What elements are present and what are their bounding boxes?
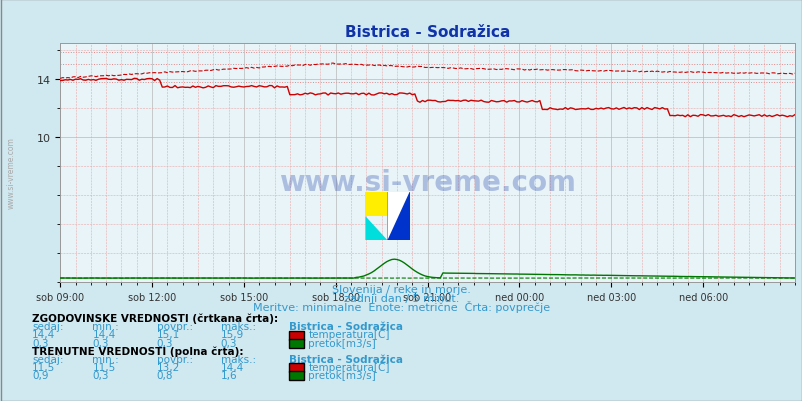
Text: maks.:: maks.:: [221, 354, 256, 364]
Text: 0,3: 0,3: [32, 338, 49, 348]
Text: 11,5: 11,5: [32, 362, 55, 372]
Text: Bistrica - Sodražica: Bistrica - Sodražica: [289, 322, 403, 332]
Text: 0,3: 0,3: [221, 338, 237, 348]
Text: sedaj:: sedaj:: [32, 322, 63, 332]
Text: 0,9: 0,9: [32, 370, 49, 380]
Text: TRENUTNE VREDNOSTI (polna črta):: TRENUTNE VREDNOSTI (polna črta):: [32, 345, 243, 356]
Text: sedaj:: sedaj:: [32, 354, 63, 364]
Text: www.si-vreme.com: www.si-vreme.com: [6, 137, 15, 208]
Text: ZGODOVINSKE VREDNOSTI (črtkana črta):: ZGODOVINSKE VREDNOSTI (črtkana črta):: [32, 312, 278, 323]
Text: 1,6: 1,6: [221, 370, 237, 380]
Text: www.si-vreme.com: www.si-vreme.com: [279, 168, 575, 196]
Text: 15,1: 15,1: [156, 330, 180, 340]
Polygon shape: [365, 217, 387, 241]
Bar: [365, 192, 387, 217]
Text: 15,9: 15,9: [221, 330, 244, 340]
Text: Slovenija / reke in morje.: Slovenija / reke in morje.: [332, 285, 470, 295]
Text: 0,3: 0,3: [156, 338, 173, 348]
Text: 11,5: 11,5: [92, 362, 115, 372]
Text: Meritve: minimalne  Enote: metrične  Črta: povprečje: Meritve: minimalne Enote: metrične Črta:…: [253, 300, 549, 312]
Text: 14,4: 14,4: [92, 330, 115, 340]
Polygon shape: [387, 192, 409, 241]
Text: 13,2: 13,2: [156, 362, 180, 372]
Text: min.:: min.:: [92, 354, 119, 364]
Text: 14,4: 14,4: [32, 330, 55, 340]
Title: Bistrica - Sodražica: Bistrica - Sodražica: [345, 25, 509, 40]
Text: temperatura[C]: temperatura[C]: [308, 362, 389, 372]
Text: pretok[m3/s]: pretok[m3/s]: [308, 370, 375, 380]
Text: 0,3: 0,3: [92, 370, 109, 380]
Text: 14,4: 14,4: [221, 362, 244, 372]
Text: zadnji dan / 5 minut.: zadnji dan / 5 minut.: [343, 294, 459, 304]
Text: 0,3: 0,3: [92, 338, 109, 348]
Text: 0,8: 0,8: [156, 370, 173, 380]
Text: min.:: min.:: [92, 322, 119, 332]
Text: povpr.:: povpr.:: [156, 322, 192, 332]
Text: pretok[m3/s]: pretok[m3/s]: [308, 338, 375, 348]
Text: povpr.:: povpr.:: [156, 354, 192, 364]
Text: temperatura[C]: temperatura[C]: [308, 330, 389, 340]
Text: Bistrica - Sodražica: Bistrica - Sodražica: [289, 354, 403, 364]
Text: maks.:: maks.:: [221, 322, 256, 332]
Polygon shape: [387, 192, 409, 241]
